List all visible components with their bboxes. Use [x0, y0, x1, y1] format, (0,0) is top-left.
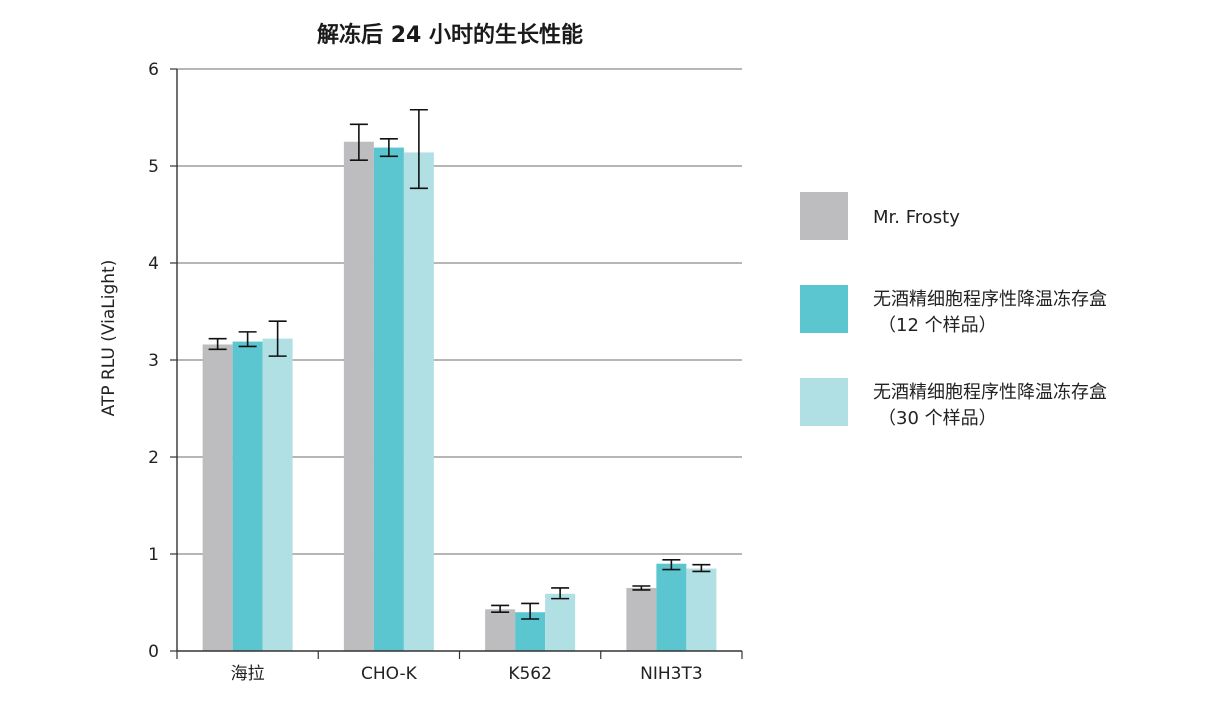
x-tick-label: CHO-K: [361, 664, 418, 684]
bar: [373, 147, 404, 651]
bar: [686, 568, 717, 651]
error-bar: [491, 604, 510, 614]
y-tick-label: 2: [148, 448, 159, 468]
error-bar: [521, 602, 540, 620]
bar: [545, 593, 576, 651]
bar: [626, 587, 657, 651]
bar: [485, 609, 516, 651]
legend-label: 无酒精细胞程序性降温冻存盒（30 个样品）: [873, 382, 1107, 429]
bar: [232, 341, 263, 651]
error-bar: [409, 108, 428, 190]
error-bar: [349, 123, 368, 161]
bar: [262, 338, 293, 651]
y-tick-label: 6: [148, 60, 159, 80]
x-tick-label: K562: [508, 664, 552, 684]
legend-item: 无酒精细胞程序性降温冻存盒（12 个样品）: [800, 285, 1107, 336]
error-bar: [208, 337, 227, 351]
bar: [343, 141, 374, 651]
bar: [403, 152, 434, 652]
y-tick-label: 5: [148, 157, 159, 177]
y-tick-label: 1: [148, 545, 159, 565]
legend-item: Mr. Frosty: [800, 192, 960, 240]
error-bar: [551, 587, 570, 600]
error-bar: [238, 331, 257, 348]
chart-title: 解冻后 24 小时的生长性能: [317, 22, 583, 48]
legend-label: 无酒精细胞程序性降温冻存盒（12 个样品）: [873, 289, 1107, 336]
x-tick-label: 海拉: [231, 664, 265, 684]
legend-swatch: [800, 285, 848, 333]
y-tick-labels: 0 1 2 3 4 5 6: [148, 60, 177, 662]
legend: Mr. Frosty 无酒精细胞程序性降温冻存盒（12 个样品） 无酒精细胞程序性降…: [800, 192, 1107, 429]
bar: [656, 563, 687, 651]
error-bar: [662, 559, 681, 571]
legend-item: 无酒精细胞程序性降温冻存盒（30 个样品）: [800, 378, 1107, 429]
legend-swatch: [800, 192, 848, 240]
error-bar: [379, 138, 398, 158]
error-bar: [632, 585, 651, 591]
bars: [202, 141, 717, 652]
x-tick-label: NIH3T3: [640, 664, 703, 684]
x-tick-labels: 海拉 CHO-K K562 NIH3T3: [231, 664, 703, 684]
y-tick-label: 0: [148, 642, 159, 662]
bar: [202, 344, 233, 651]
error-bar: [268, 320, 287, 357]
error-bar: [692, 563, 711, 573]
y-tick-label: 3: [148, 351, 159, 371]
error-bars: [208, 108, 711, 620]
legend-label: Mr. Frosty: [873, 207, 960, 228]
y-axis-label: ATP RLU (ViaLight): [99, 260, 119, 417]
y-tick-label: 4: [148, 254, 159, 274]
legend-swatch: [800, 378, 848, 426]
